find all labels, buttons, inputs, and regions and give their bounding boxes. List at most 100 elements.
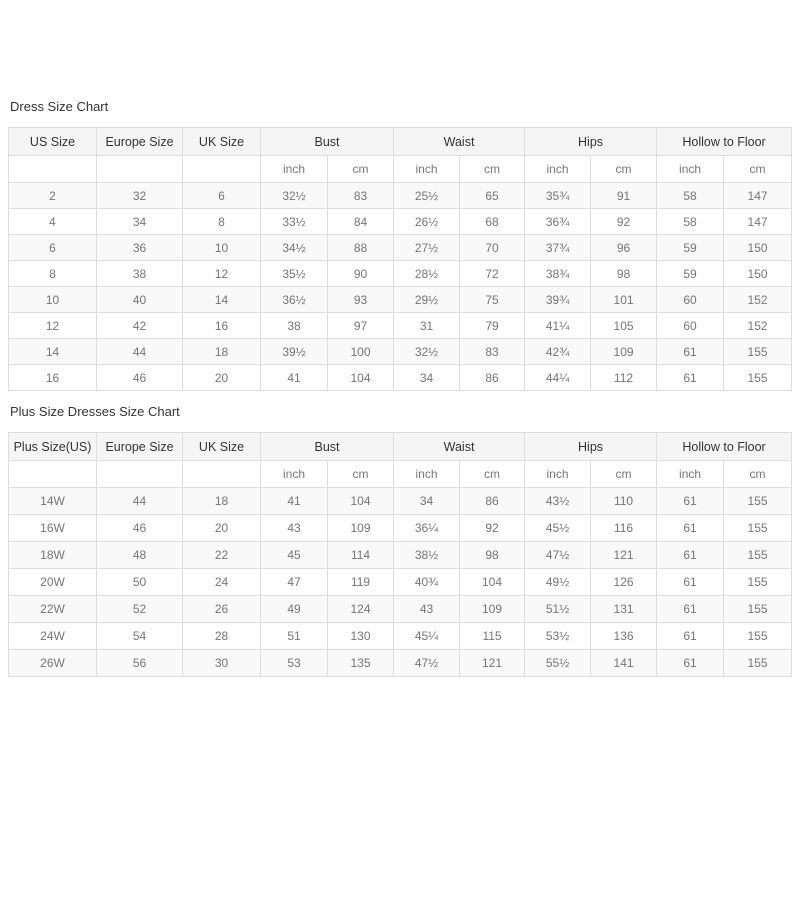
size-cell: 39½: [260, 338, 328, 365]
column-group-header-row: Plus Size(US) Europe Size UK Size Bust Waist…: [8, 432, 793, 461]
size-cell: 58: [656, 208, 725, 235]
table-row: 12 42 16 38 97 31 79 41¼ 105 60 152: [8, 312, 793, 339]
column-header-bust: Bust: [259, 432, 395, 461]
column-header-hollow-to-floor: Hollow to Floor: [656, 432, 793, 461]
plus-size-chart-table: Plus Size(US) Europe Size UK Size Bust Waist…: [8, 432, 793, 677]
size-cell: 18: [182, 487, 261, 515]
size-cell: 61: [656, 541, 725, 569]
size-cell: 34: [393, 487, 461, 515]
size-cell: 40: [96, 286, 183, 313]
column-header-europe-size: Europe Size: [96, 432, 183, 461]
unit-header-cm: cm: [590, 460, 658, 488]
size-cell: 31: [393, 312, 461, 339]
size-cell: 26: [182, 595, 261, 623]
size-cell: 46: [96, 514, 183, 542]
size-cell: 61: [656, 649, 725, 677]
size-cell: 47½: [393, 649, 461, 677]
size-cell: 104: [459, 568, 526, 596]
size-cell: 16W: [8, 514, 97, 542]
size-cell: 34: [96, 208, 183, 235]
unit-header-cm: cm: [326, 460, 395, 488]
size-cell: 150: [723, 234, 793, 261]
unit-header-cm: cm: [723, 155, 793, 183]
size-cell: 48: [96, 541, 183, 569]
size-cell: 16: [182, 312, 261, 339]
size-cell: 46: [96, 364, 183, 391]
size-cell: 24: [182, 568, 261, 596]
table-row: 2 32 6 32½ 83 25½ 65 35¾ 91 58 147: [8, 182, 793, 209]
size-cell: 147: [723, 182, 793, 209]
size-cell: 34½: [260, 234, 328, 261]
size-cell: 36¾: [524, 208, 592, 235]
size-cell: 155: [723, 487, 793, 515]
size-cell: 50: [96, 568, 183, 596]
table-row: 20W 50 24 47 119 40¾ 104 49½ 126 61 155: [8, 568, 793, 596]
unit-header-cm: cm: [326, 155, 395, 183]
size-cell: 22: [182, 541, 261, 569]
size-cell: 126: [590, 568, 658, 596]
size-cell: 124: [326, 595, 395, 623]
unit-header-inch: inch: [393, 155, 461, 183]
unit-header-row: inch cm inch cm inch cm inch cm: [8, 460, 793, 488]
table-row: 24W 54 28 51 130 45¼ 115 53½ 136 61 155: [8, 622, 793, 650]
size-chart-page: Dress Size Chart US Size Europe Size UK Si…: [0, 99, 800, 677]
size-cell: 41¼: [524, 312, 592, 339]
dress-size-chart-table: US Size Europe Size UK Size Bust Waist Hips Ho…: [8, 127, 793, 391]
size-cell: 14W: [8, 487, 97, 515]
size-cell: 22W: [8, 595, 97, 623]
size-cell: 90: [326, 260, 395, 287]
size-cell: 36: [96, 234, 183, 261]
size-cell: 28: [182, 622, 261, 650]
size-cell: 86: [459, 487, 526, 515]
size-cell: 98: [590, 260, 658, 287]
table-row: 18W 48 22 45 114 38½ 98 47½ 121 61 155: [8, 541, 793, 569]
size-cell: 135: [326, 649, 395, 677]
table-row: 16W 46 20 43 109 36¼ 92 45½ 116 61 155: [8, 514, 793, 542]
size-cell: 20: [182, 364, 261, 391]
size-cell: 91: [590, 182, 658, 209]
unit-header-inch: inch: [656, 460, 725, 488]
unit-header-cm: cm: [459, 460, 526, 488]
size-cell: 96: [590, 234, 658, 261]
size-cell: 18: [182, 338, 261, 365]
unit-header-empty: [96, 460, 183, 488]
size-cell: 32: [96, 182, 183, 209]
unit-header-empty: [8, 460, 97, 488]
table-row: 26W 56 30 53 135 47½ 121 55½ 141 61 155: [8, 649, 793, 677]
size-cell: 121: [459, 649, 526, 677]
size-cell: 56: [96, 649, 183, 677]
size-cell: 44: [96, 487, 183, 515]
size-cell: 4: [8, 208, 97, 235]
size-cell: 152: [723, 286, 793, 313]
size-cell: 59: [656, 234, 725, 261]
size-cell: 35½: [260, 260, 328, 287]
size-cell: 100: [326, 338, 395, 365]
size-cell: 88: [326, 234, 395, 261]
size-cell: 83: [459, 338, 526, 365]
size-cell: 8: [8, 260, 97, 287]
size-cell: 36¼: [393, 514, 461, 542]
size-cell: 37¾: [524, 234, 592, 261]
size-cell: 61: [656, 595, 725, 623]
table-row: 8 38 12 35½ 90 28½ 72 38¾ 98 59 150: [8, 260, 793, 287]
size-cell: 28½: [393, 260, 461, 287]
size-cell: 119: [326, 568, 395, 596]
size-cell: 51: [260, 622, 328, 650]
size-cell: 105: [590, 312, 658, 339]
unit-header-inch: inch: [524, 460, 592, 488]
size-cell: 54: [96, 622, 183, 650]
column-header-hips: Hips: [524, 127, 658, 156]
size-cell: 44: [96, 338, 183, 365]
unit-header-row: inch cm inch cm inch cm inch cm: [8, 155, 793, 183]
size-cell: 27½: [393, 234, 461, 261]
plus-size-chart-title: Plus Size Dresses Size Chart: [10, 404, 180, 419]
size-cell: 18W: [8, 541, 97, 569]
size-cell: 83: [326, 182, 395, 209]
column-header-hips: Hips: [524, 432, 658, 461]
size-cell: 51½: [524, 595, 592, 623]
size-cell: 115: [459, 622, 526, 650]
size-cell: 55½: [524, 649, 592, 677]
size-cell: 112: [590, 364, 658, 391]
size-cell: 12: [8, 312, 97, 339]
unit-header-inch: inch: [260, 460, 328, 488]
